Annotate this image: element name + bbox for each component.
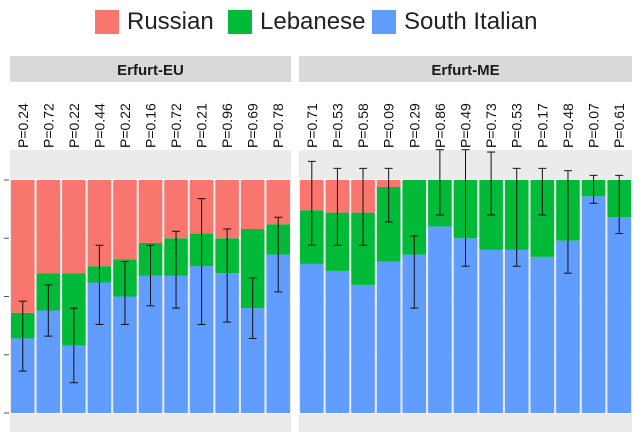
p-value-label: P=0.22 xyxy=(66,103,82,148)
p-value-label: P=0.73 xyxy=(483,103,499,148)
legend-swatch xyxy=(95,10,119,34)
bar-segment xyxy=(351,212,375,285)
p-value-label: P=0.09 xyxy=(381,103,397,148)
p-value-label: P=0.71 xyxy=(304,103,320,148)
p-value-label: P=0.72 xyxy=(168,103,184,148)
bar-segment xyxy=(266,254,290,413)
bar-segment xyxy=(402,254,427,413)
p-value-label: P=0.53 xyxy=(329,103,345,148)
legend-label: Russian xyxy=(127,8,214,35)
bar-segment xyxy=(240,180,265,229)
bar-segment xyxy=(504,249,529,413)
legend-item: South Italian xyxy=(372,8,537,36)
bar-segment xyxy=(325,270,350,413)
bar-segment xyxy=(530,256,555,413)
bar-segment xyxy=(240,308,265,413)
bar-segment xyxy=(36,310,61,413)
legend-label: Lebanese xyxy=(260,8,366,35)
bar-segment xyxy=(215,273,239,413)
bar-segment xyxy=(402,180,427,255)
p-value-label: P=0.22 xyxy=(117,103,133,148)
bar-segment xyxy=(479,249,503,413)
bar-segment xyxy=(87,282,112,413)
p-value-label: P=0.17 xyxy=(534,103,550,148)
bar-segment xyxy=(164,180,188,239)
legend-item: Russian xyxy=(95,8,214,36)
bar-segment xyxy=(530,180,555,257)
p-value-label: P=0.58 xyxy=(355,103,371,148)
legend: Russian Lebanese South Italian xyxy=(0,0,642,48)
bar-segment xyxy=(376,186,401,262)
panel-strip xyxy=(10,56,291,82)
bar-segment xyxy=(62,180,86,274)
bar-segment xyxy=(266,180,290,225)
p-value-label: P=0.78 xyxy=(270,103,286,148)
bar-segment xyxy=(428,226,452,413)
bar-segment xyxy=(113,180,137,260)
bar-segment xyxy=(11,338,35,413)
panel-strip xyxy=(299,56,632,82)
p-value-label: P=0.53 xyxy=(509,103,525,148)
p-value-label: P=0.61 xyxy=(611,103,627,148)
p-value-label: P=0.48 xyxy=(560,103,576,148)
bar-segment xyxy=(164,275,188,413)
bar-segment xyxy=(581,196,606,413)
p-value-label: P=0.24 xyxy=(15,103,31,148)
bar-segment xyxy=(215,180,239,239)
legend-item: Lebanese xyxy=(228,8,365,36)
bar-segment xyxy=(300,263,324,413)
p-value-label: P=0.96 xyxy=(219,103,235,148)
bar-segment xyxy=(351,284,375,413)
panel-title: Erfurt-ME xyxy=(431,62,499,79)
legend-swatch xyxy=(372,10,396,34)
legend-swatch xyxy=(228,10,252,34)
bar-segment xyxy=(36,180,61,274)
bar-segment xyxy=(11,180,35,313)
bar-segment xyxy=(240,228,265,309)
bar-segment xyxy=(138,275,163,413)
legend-label: South Italian xyxy=(404,8,538,35)
p-value-label: P=0.49 xyxy=(458,103,474,148)
bar-segment xyxy=(453,238,478,413)
p-value-label: P=0.86 xyxy=(432,103,448,148)
bar-segment xyxy=(138,180,163,243)
bar-segment xyxy=(556,240,580,413)
p-value-label: P=0.44 xyxy=(91,103,107,148)
bar-segment xyxy=(87,180,112,267)
p-value-label: P=0.21 xyxy=(194,103,210,148)
bar-segment xyxy=(607,217,631,413)
panel-title: Erfurt-EU xyxy=(117,62,184,79)
p-value-label: P=0.29 xyxy=(406,103,422,148)
p-value-label: P=0.07 xyxy=(586,103,602,148)
p-value-label: P=0.69 xyxy=(245,103,261,148)
bar-segment xyxy=(189,266,214,413)
p-value-label: P=0.72 xyxy=(40,103,56,148)
bar-segment xyxy=(113,296,137,413)
bar-segment xyxy=(376,261,401,413)
p-value-label: P=0.16 xyxy=(143,103,159,148)
